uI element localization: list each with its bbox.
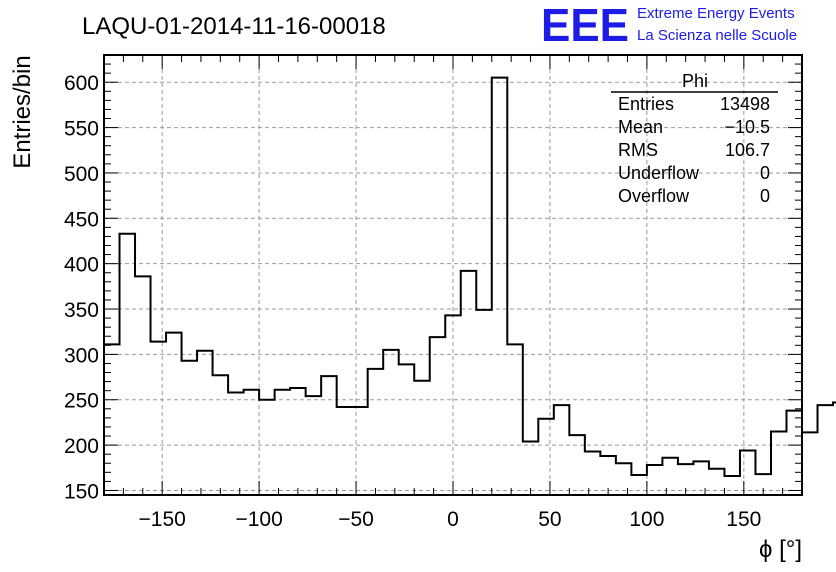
stats-row-label: Entries [618, 94, 674, 114]
stats-row-value: 106.7 [725, 140, 770, 160]
y-tick-label: 300 [64, 344, 99, 367]
histogram-bar [306, 396, 322, 495]
histogram-bar [755, 474, 771, 495]
histogram-bar [151, 342, 167, 495]
histogram-bar [430, 337, 446, 495]
histogram-bar [399, 364, 415, 495]
stats-row-label: Overflow [618, 186, 690, 206]
histogram-bar [197, 351, 213, 495]
x-tick-label: 50 [538, 508, 561, 531]
histogram-bar [259, 400, 275, 495]
histogram-bar [678, 464, 694, 495]
x-tick-label: −150 [139, 508, 186, 531]
histogram-bar [321, 376, 337, 495]
x-tick-label: −50 [338, 508, 374, 531]
histogram-bar [383, 350, 399, 495]
histogram-bar [213, 375, 229, 495]
x-tick-labels: −150 −100 −50 0 50 100 150 [139, 508, 762, 531]
histogram-bar [631, 475, 647, 495]
x-tick-label: 0 [447, 508, 459, 531]
histogram-bar [275, 390, 291, 495]
y-tick-label: 500 [64, 163, 99, 186]
histogram-bar [228, 392, 244, 495]
histogram-bar [786, 411, 802, 495]
histogram-bar [569, 435, 585, 495]
stats-row-label: RMS [618, 140, 658, 160]
histogram-bar [352, 407, 368, 495]
histogram-bar [616, 463, 632, 495]
histogram-bar [166, 333, 182, 495]
histogram-bar [693, 461, 709, 495]
histogram-bar [818, 405, 834, 495]
histogram-bar [492, 78, 508, 495]
y-tick-label: 350 [64, 299, 99, 322]
x-tick-label: 150 [726, 508, 761, 531]
eee-logo-text: EEE [541, 0, 629, 51]
y-tick-label: 200 [64, 435, 99, 458]
histogram-bar [600, 456, 616, 495]
stats-row-value: −10.5 [724, 117, 770, 137]
stats-box: Phi Entries 13498 Mean −10.5 RMS 106.7 Underfl… [611, 71, 778, 206]
brand-logo: EEE Extreme Energy Events La Scienza nel… [541, 0, 797, 51]
histogram-bar [647, 465, 663, 495]
histogram-bar [802, 432, 818, 495]
histogram-bar [709, 469, 725, 495]
histogram-bar [554, 405, 570, 495]
histogram-bar [662, 458, 678, 495]
y-tick-label: 400 [64, 254, 99, 277]
y-tick-labels: 150 200 250 300 350 400 450 500 550 600 [64, 72, 99, 503]
histogram-bar [523, 441, 539, 495]
y-tick-label: 600 [64, 72, 99, 95]
histogram-bar [461, 271, 477, 495]
histogram-bar [771, 431, 787, 495]
histogram-outline [103, 76, 836, 495]
plot-frame [103, 54, 803, 496]
chart-title: LAQU-01-2014-11-16-00018 [82, 13, 386, 40]
x-tick-label: −100 [235, 508, 282, 531]
y-tick-label: 450 [64, 208, 99, 231]
x-axis-label: ϕ [°] [759, 536, 802, 563]
histogram-bar [585, 451, 601, 495]
y-tick-label: 250 [64, 390, 99, 413]
histogram-bar [724, 476, 740, 495]
stats-row-label: Mean [618, 117, 663, 137]
y-tick-label: 150 [64, 480, 99, 503]
histogram-bar [740, 451, 756, 495]
y-tick-label: 550 [64, 118, 99, 141]
x-tick-label: 100 [629, 508, 664, 531]
stats-row-value: 0 [760, 163, 770, 183]
stats-box-title: Phi [682, 71, 708, 91]
stats-row-value: 13498 [720, 94, 770, 114]
stats-row-label: Underflow [618, 163, 700, 183]
histogram-bar [182, 361, 198, 495]
histogram-bar [445, 315, 461, 495]
histogram-bar [538, 419, 554, 495]
stats-row-value: 0 [760, 186, 770, 206]
histogram-bar [104, 344, 120, 495]
histogram-bar [368, 369, 384, 495]
histogram-bar [507, 344, 523, 495]
y-axis-label: Entries/bin [9, 55, 36, 168]
histogram-bar [135, 276, 151, 495]
grid-lines [104, 55, 802, 495]
histogram-bar [120, 234, 136, 495]
brand-line-1: Extreme Energy Events [637, 5, 795, 22]
brand-line-2: La Scienza nelle Scuole [637, 27, 797, 44]
histogram-bar [290, 388, 306, 495]
histogram-bar [244, 390, 260, 495]
histogram-bar [414, 381, 430, 495]
histogram-bar [337, 407, 353, 495]
histogram-bar [476, 310, 492, 495]
